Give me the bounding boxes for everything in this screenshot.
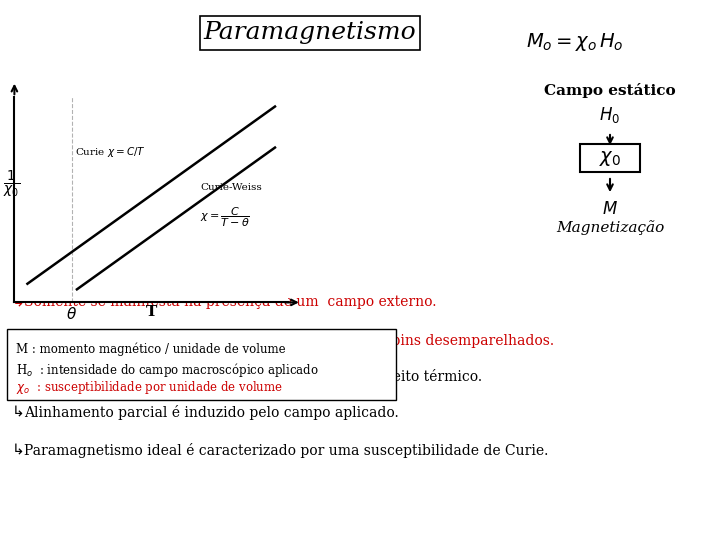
- Text: Curie $\chi = C/T$: Curie $\chi = C/T$: [75, 145, 145, 159]
- Text: Somente se manifesta na presença de um  campo externo.: Somente se manifesta na presença de um c…: [24, 295, 436, 309]
- Y-axis label: $\frac{1}{\chi_0}$: $\frac{1}{\chi_0}$: [3, 168, 20, 200]
- Text: ↳: ↳: [12, 369, 24, 384]
- Text: Magnetização: Magnetização: [556, 220, 664, 235]
- Text: $M$: $M$: [602, 201, 618, 219]
- Text: $\chi_o$  : susceptibilidade por unidade de volume: $\chi_o$ : susceptibilidade por unidade …: [16, 379, 283, 395]
- Text: ↳: ↳: [12, 333, 24, 348]
- Text: Campo estático: Campo estático: [544, 83, 676, 98]
- X-axis label: T: T: [145, 305, 157, 319]
- Text: Alinhamento parcial é induzido pelo campo aplicado.: Alinhamento parcial é induzido pelo camp…: [24, 404, 399, 420]
- Bar: [200, 16, 420, 50]
- Text: Somente é observado em  átomos, moléculas com  spins desemparelhados.: Somente é observado em átomos, moléculas…: [24, 333, 554, 348]
- Text: Paramagnetismo: Paramagnetismo: [204, 22, 416, 44]
- Text: $M_o = \chi_o \, H_o$: $M_o = \chi_o \, H_o$: [526, 31, 624, 53]
- Bar: [580, 144, 640, 172]
- Text: ↳: ↳: [12, 404, 24, 420]
- Text: ↳: ↳: [12, 442, 24, 457]
- Text: H$_o$  : intensidade do campo macroscópico aplicado: H$_o$ : intensidade do campo macroscópic…: [16, 361, 319, 379]
- Text: $H_0$: $H_0$: [600, 105, 621, 125]
- Text: M : momento magnético / unidade de volume: M : momento magnético / unidade de volum…: [16, 343, 285, 356]
- Text: Curie-Weiss: Curie-Weiss: [200, 183, 262, 192]
- Text: $\theta$: $\theta$: [66, 306, 77, 322]
- Text: A orientação de cada momento é perturbada pelo efeito térmico.: A orientação de cada momento é perturbad…: [24, 369, 482, 384]
- Text: $\chi_0$: $\chi_0$: [599, 148, 621, 167]
- Text: ↳: ↳: [12, 294, 24, 309]
- Text: $\chi = \dfrac{C}{T - \theta}$: $\chi = \dfrac{C}{T - \theta}$: [200, 205, 251, 229]
- Text: Paramagnetismo ideal é caracterizado por uma susceptibilidade de Curie.: Paramagnetismo ideal é caracterizado por…: [24, 442, 549, 457]
